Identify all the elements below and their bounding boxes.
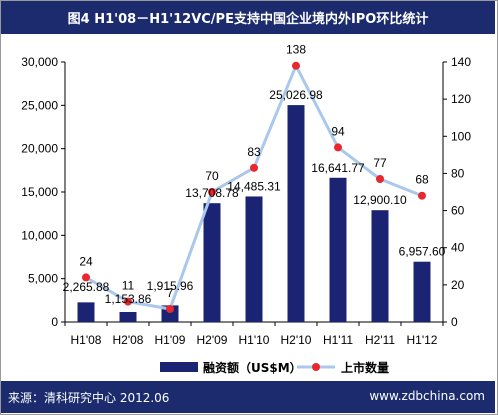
bar-value-label: 2,265.88	[63, 280, 110, 294]
line-value-label: 94	[331, 124, 345, 138]
line-point	[166, 305, 174, 313]
bar	[287, 105, 305, 322]
bar-value-label: 1,153.86	[105, 292, 152, 306]
left-tick-label: 15,000	[21, 185, 58, 199]
line-point	[124, 297, 132, 306]
left-tick-label: 10,000	[21, 228, 58, 242]
right-tick-label: 140	[451, 55, 471, 69]
x-tick-label: H2'11	[365, 333, 395, 347]
right-tick-label: 20	[451, 278, 465, 292]
bar-value-label: 1,915.96	[147, 279, 194, 293]
legend-line-marker	[312, 363, 320, 371]
bar	[245, 196, 263, 322]
line-value-label: 70	[205, 169, 219, 183]
line-point	[376, 175, 384, 183]
line-value-label: 7	[167, 286, 174, 300]
bar-value-label: 25,026.98	[269, 88, 323, 102]
x-tick-label: H2'09	[197, 333, 228, 347]
source-text: 来源：清科研究中心 2012.06	[8, 391, 170, 405]
left-tick-label: 25,000	[21, 98, 58, 112]
line-point	[82, 273, 90, 282]
bar	[119, 311, 137, 322]
line-point	[292, 61, 300, 70]
bar-value-label: 16,641.77	[311, 161, 365, 175]
right-tick-label: 0	[451, 315, 458, 329]
left-tick-label: 30,000	[21, 55, 58, 69]
line-value-label: 11	[122, 279, 135, 293]
right-tick-label: 60	[451, 204, 465, 218]
line-value-label: 77	[373, 156, 387, 170]
bar	[203, 203, 221, 322]
bar-value-label: 12,900.10	[353, 193, 407, 207]
legend-bar-swatch	[160, 362, 198, 372]
legend-bar-label: 融资额（US$M）	[203, 360, 302, 375]
line-point	[418, 191, 426, 200]
x-tick-label: H2'08	[113, 333, 144, 347]
right-tick-label: 40	[451, 241, 465, 255]
legend-line-label: 上市数量	[341, 360, 389, 375]
left-tick-label: 5,000	[28, 272, 58, 286]
bar	[413, 261, 431, 322]
x-tick-label: H1'11	[323, 333, 353, 347]
chart-title: 图4 H1'08－H1'12VC/PE支持中国企业境内外IPO环比统计	[1, 1, 495, 34]
line-point	[208, 188, 216, 196]
right-tick-label: 80	[451, 166, 465, 180]
x-tick-label: H1'12	[407, 333, 438, 347]
line-value-label: 24	[79, 254, 93, 268]
x-tick-label: H1'09	[155, 333, 186, 347]
x-tick-label: H1'10	[239, 333, 270, 347]
line-value-label: 138	[286, 43, 306, 57]
right-tick-label: 120	[451, 92, 471, 106]
line-point	[250, 163, 258, 172]
x-tick-label: H1'08	[71, 333, 102, 347]
bar	[77, 302, 95, 322]
bar-value-label: 13,708.78	[185, 186, 239, 200]
bar	[329, 177, 347, 322]
line-point	[334, 143, 342, 152]
line-value-label: 83	[247, 145, 261, 159]
x-tick-label: H2'10	[281, 333, 312, 347]
bar-value-label: 14,485.31	[227, 179, 281, 193]
footer-bar: 来源：清科研究中心 2012.06 www.zdbchina.com	[1, 381, 495, 413]
right-tick-label: 100	[451, 129, 471, 143]
line-value-label: 68	[415, 173, 429, 187]
site-url: www.zdbchina.com	[369, 389, 485, 403]
left-tick-label: 20,000	[21, 142, 58, 156]
bar	[371, 210, 389, 322]
left-tick-label: 0	[51, 315, 58, 329]
bar-value-label: 6,957.60	[399, 245, 446, 259]
